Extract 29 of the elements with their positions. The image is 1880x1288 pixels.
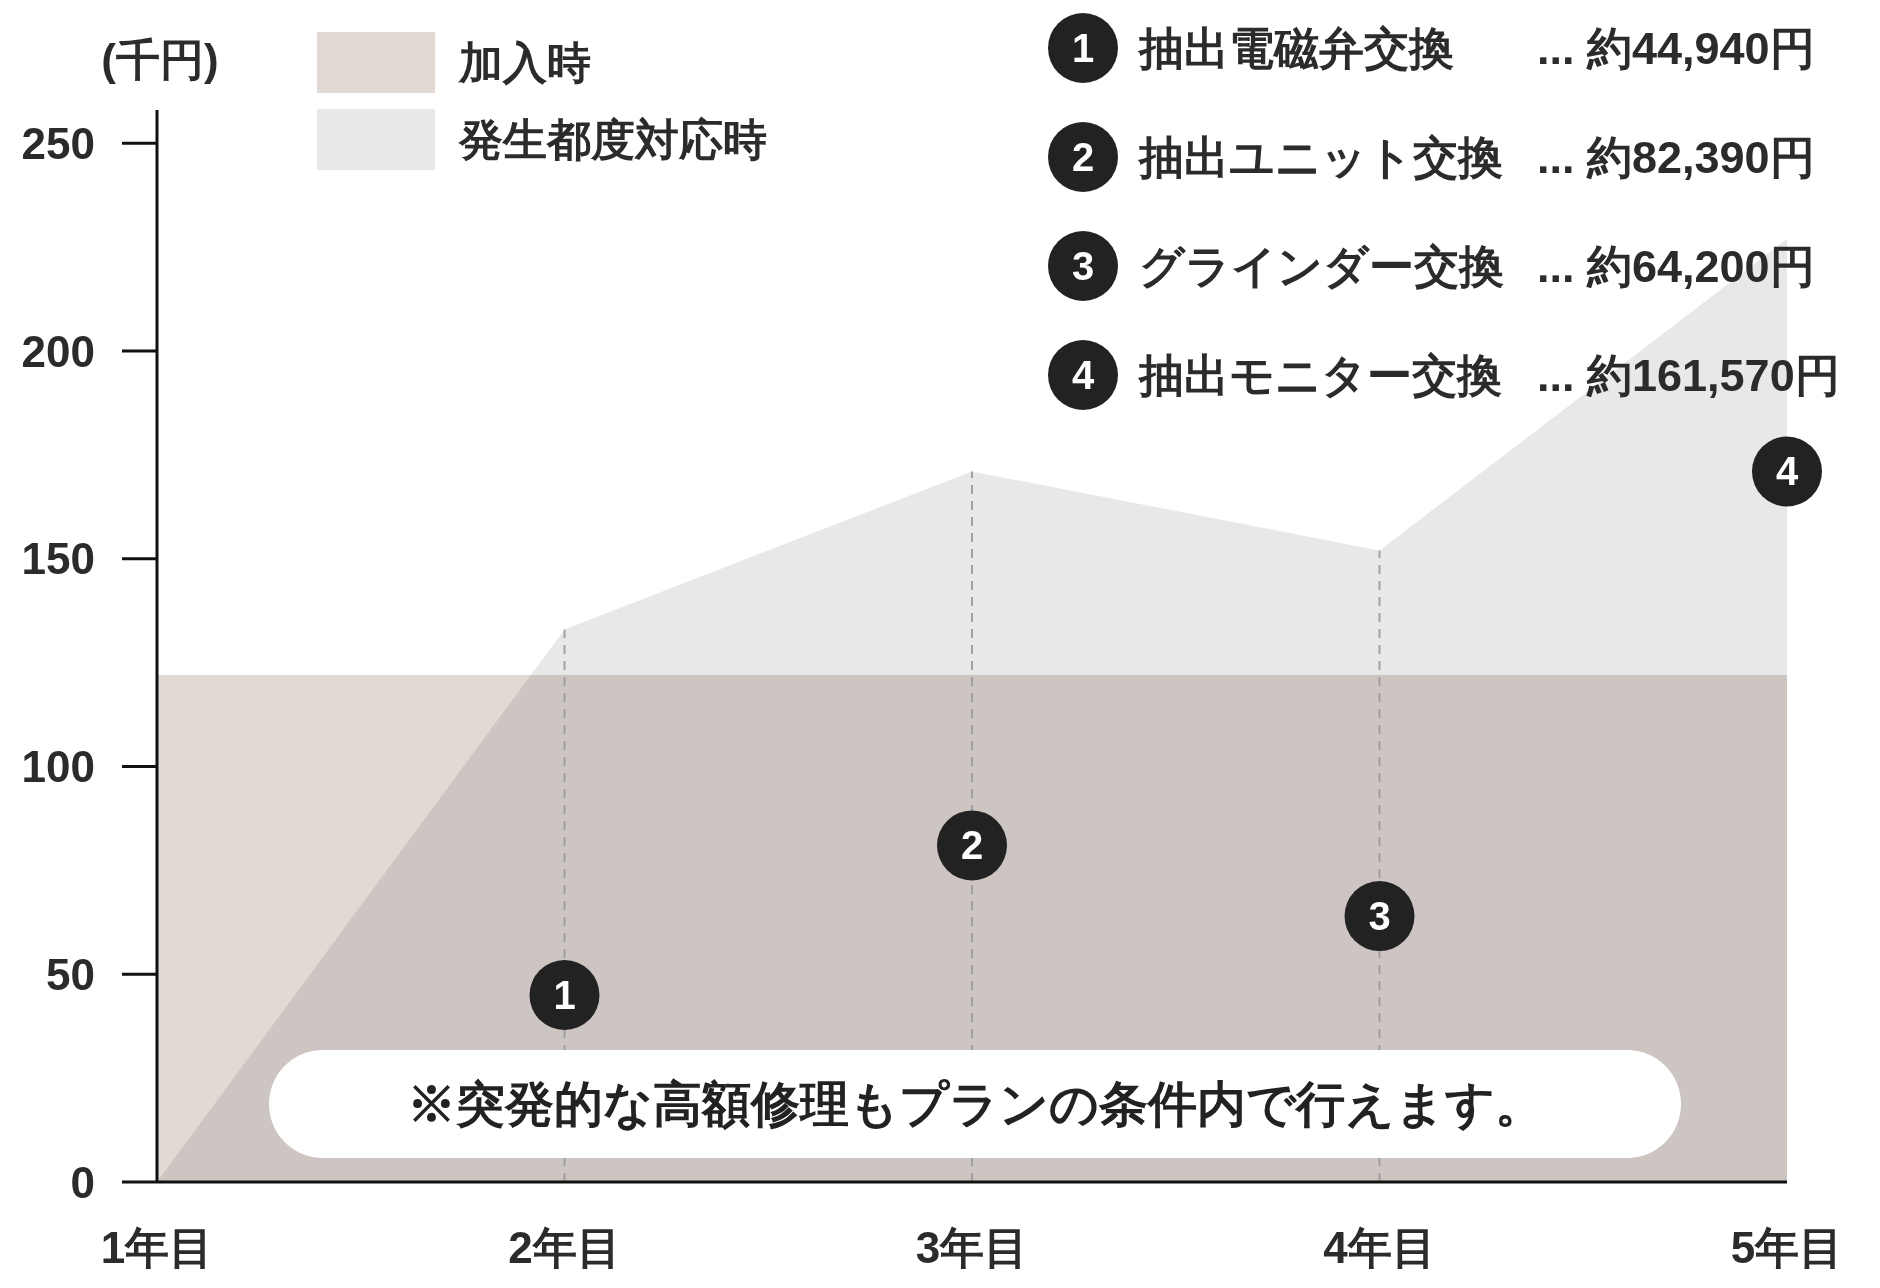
- x-tick-label: 2年目: [508, 1223, 621, 1273]
- x-tick-label: 5年目: [1730, 1223, 1844, 1273]
- number-badge: 2: [1048, 122, 1118, 192]
- x-tick-label: 4年目: [1323, 1223, 1436, 1273]
- annotation: 4: [1775, 449, 1799, 494]
- number-badge: 1: [529, 960, 600, 1030]
- number-badge: 3: [1344, 881, 1415, 952]
- y-axis-title: (千円): [101, 35, 219, 84]
- number-badge: 4: [1048, 340, 1118, 410]
- y-tick-label: 150: [21, 534, 95, 584]
- number-badge: 3: [1048, 231, 1118, 301]
- y-tick-label: 0: [70, 1157, 95, 1207]
- y-tick-label: 250: [21, 118, 95, 168]
- annotation: 2: [960, 823, 984, 868]
- annotation: 3: [1368, 894, 1391, 939]
- y-tick-label: 100: [21, 742, 95, 792]
- number-badge: 2: [937, 810, 1007, 881]
- legend-label: 発生都度対応時: [459, 114, 767, 164]
- y-tick-label: 50: [46, 949, 95, 999]
- y-tick-label: 200: [21, 326, 95, 376]
- legend-label: 加入時: [459, 37, 591, 87]
- number-badge: 1: [1048, 13, 1118, 83]
- annotation: ※突発的な高額修理もプランの条件内で行えます。: [406, 1076, 1544, 1131]
- annotation: 1: [553, 973, 576, 1018]
- number-badge: 4: [1752, 436, 1822, 507]
- text: 抽出電磁弁交換 ... 約44,940円: [1139, 22, 1815, 74]
- x-tick-label: 3年目: [915, 1223, 1029, 1273]
- note-box: ※突発的な高額修理もプランの条件内で行えます。: [269, 1050, 1681, 1158]
- x-tick-label: 1年目: [100, 1223, 214, 1273]
